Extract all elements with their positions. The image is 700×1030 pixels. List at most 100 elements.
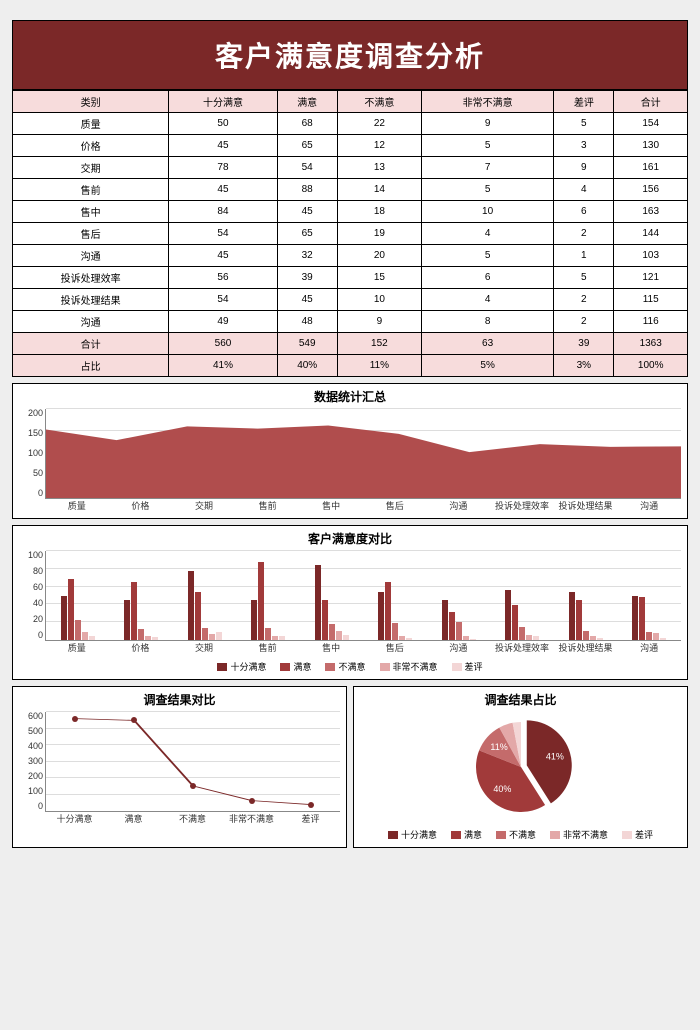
legend-item: 十分满意	[388, 828, 437, 841]
table-cell: 68	[277, 113, 337, 135]
table-cell: 价格	[13, 135, 169, 157]
title-text: 客户满意度调查分析	[215, 41, 485, 72]
legend-item: 满意	[280, 660, 311, 673]
table-cell: 32	[277, 245, 337, 267]
table-row: 交期78541379161	[13, 157, 688, 179]
table-cell: 18	[337, 201, 421, 223]
table-cell: 14	[337, 179, 421, 201]
table-cell: 45	[277, 201, 337, 223]
table-cell: 投诉处理结果	[13, 289, 169, 311]
table-cell: 84	[169, 201, 277, 223]
table-cell: 54	[169, 289, 277, 311]
table-cell: 65	[277, 223, 337, 245]
table-cell: 115	[614, 289, 688, 311]
table-cell: 560	[169, 333, 277, 355]
table-cell: 沟通	[13, 245, 169, 267]
svg-text:40%: 40%	[493, 784, 511, 794]
table-cell: 9	[554, 157, 614, 179]
table-cell: 10	[421, 201, 553, 223]
line-chart-panel: 调查结果对比 0100200300400500600十分满意满意不满意非常不满意…	[12, 686, 347, 848]
table-cell: 沟通	[13, 311, 169, 333]
table-row: 沟通45322051103	[13, 245, 688, 267]
table-header: 合计	[614, 91, 688, 113]
table-cell: 售前	[13, 179, 169, 201]
table-row: 沟通4948982116	[13, 311, 688, 333]
legend-item: 不满意	[496, 828, 536, 841]
table-cell: 50	[169, 113, 277, 135]
legend-item: 不满意	[325, 660, 365, 673]
table-cell: 45	[169, 179, 277, 201]
table-cell: 100%	[614, 355, 688, 377]
bar-chart: 020406080100质量价格交期售前售中售后沟通投诉处理效率投诉处理结果沟通	[19, 551, 681, 654]
table-cell: 4	[554, 179, 614, 201]
data-table: 类别十分满意满意不满意非常不满意差评合计 质量50682295154价格4565…	[12, 90, 688, 377]
bar-chart-panel: 客户满意度对比 020406080100质量价格交期售前售中售后沟通投诉处理效率…	[12, 525, 688, 680]
table-cell: 41%	[169, 355, 277, 377]
table-cell: 4	[421, 289, 553, 311]
table-row: 质量50682295154	[13, 113, 688, 135]
table-header: 类别	[13, 91, 169, 113]
table-cell: 售后	[13, 223, 169, 245]
table-header: 非常不满意	[421, 91, 553, 113]
table-cell: 54	[169, 223, 277, 245]
table-header: 满意	[277, 91, 337, 113]
table-row: 合计56054915263391363	[13, 333, 688, 355]
table-cell: 10	[337, 289, 421, 311]
table-cell: 13	[337, 157, 421, 179]
table-cell: 39	[277, 267, 337, 289]
table-row: 占比41%40%11%5%3%100%	[13, 355, 688, 377]
table-cell: 130	[614, 135, 688, 157]
table-cell: 9	[337, 311, 421, 333]
line-chart: 0100200300400500600十分满意满意不满意非常不满意差评	[19, 712, 340, 825]
table-cell: 39	[554, 333, 614, 355]
table-cell: 20	[337, 245, 421, 267]
legend-item: 非常不满意	[550, 828, 608, 841]
table-cell: 3	[554, 135, 614, 157]
table-cell: 5%	[421, 355, 553, 377]
table-cell: 12	[337, 135, 421, 157]
table-row: 售后54651942144	[13, 223, 688, 245]
table-cell: 7	[421, 157, 553, 179]
table-cell: 65	[277, 135, 337, 157]
legend-item: 差评	[622, 828, 653, 841]
pie-chart: 41% 40% 11%	[360, 712, 681, 822]
pie-chart-panel: 调查结果占比 41%40%11% 十分满意满意不满意非常不满意差评	[353, 686, 688, 848]
table-cell: 78	[169, 157, 277, 179]
table-cell: 占比	[13, 355, 169, 377]
table-cell: 48	[277, 311, 337, 333]
legend-item: 非常不满意	[380, 660, 438, 673]
table-row: 价格45651253130	[13, 135, 688, 157]
table-row: 售中844518106163	[13, 201, 688, 223]
table-cell: 15	[337, 267, 421, 289]
table-row: 投诉处理结果54451042115	[13, 289, 688, 311]
legend-item: 满意	[451, 828, 482, 841]
table-header: 不满意	[337, 91, 421, 113]
table-cell: 2	[554, 289, 614, 311]
table-row: 售前45881454156	[13, 179, 688, 201]
table-cell: 152	[337, 333, 421, 355]
area-chart: 050100150200质量价格交期售前售中售后沟通投诉处理效率投诉处理结果沟通	[19, 409, 681, 512]
table-cell: 103	[614, 245, 688, 267]
table-cell: 56	[169, 267, 277, 289]
bar-chart-legend: 十分满意满意不满意非常不满意差评	[19, 660, 681, 673]
table-cell: 质量	[13, 113, 169, 135]
table-cell: 40%	[277, 355, 337, 377]
table-cell: 45	[277, 289, 337, 311]
table-cell: 49	[169, 311, 277, 333]
table-cell: 5	[554, 267, 614, 289]
table-cell: 2	[554, 223, 614, 245]
svg-text:11%: 11%	[490, 742, 507, 752]
table-cell: 54	[277, 157, 337, 179]
table-cell: 投诉处理效率	[13, 267, 169, 289]
legend-item: 十分满意	[217, 660, 266, 673]
table-cell: 5	[421, 135, 553, 157]
table-cell: 88	[277, 179, 337, 201]
table-header: 十分满意	[169, 91, 277, 113]
svg-text:41%: 41%	[545, 752, 563, 762]
table-cell: 11%	[337, 355, 421, 377]
table-cell: 1363	[614, 333, 688, 355]
table-cell: 4	[421, 223, 553, 245]
table-cell: 161	[614, 157, 688, 179]
area-chart-title: 数据统计汇总	[19, 388, 681, 405]
table-cell: 45	[169, 135, 277, 157]
